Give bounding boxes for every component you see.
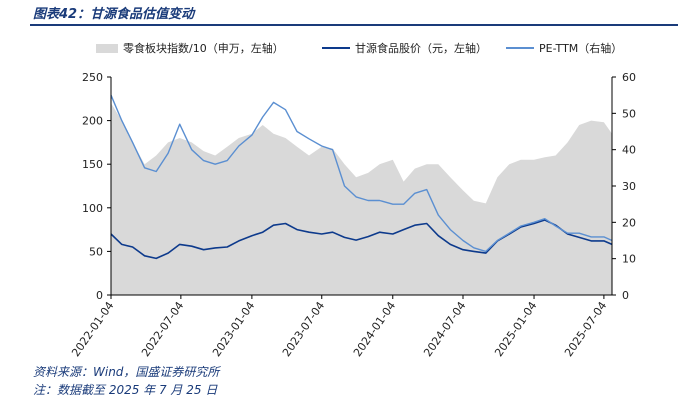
x-tick-label: 2023-01-04 bbox=[210, 299, 257, 359]
x-tick-label: 2024-07-04 bbox=[421, 299, 468, 359]
x-tick-label: 2024-01-04 bbox=[351, 299, 398, 359]
line-layer bbox=[110, 94, 613, 260]
legend-label-stock-price: 甘源食品股价（元，左轴） bbox=[355, 42, 487, 55]
right-tick-label: 50 bbox=[622, 107, 636, 120]
left-tick-label: 200 bbox=[82, 115, 103, 128]
legend-swatch-pe-line bbox=[506, 47, 534, 49]
left-tick-label: 50 bbox=[89, 245, 103, 258]
left-tick-label: 100 bbox=[82, 202, 103, 215]
x-tick-label: 2022-01-04 bbox=[69, 299, 116, 359]
right-tick-label: 0 bbox=[622, 289, 629, 302]
source-note: 资料来源：Wind，国盛证券研究所 bbox=[33, 365, 220, 379]
right-tick-label: 30 bbox=[622, 180, 636, 193]
title-rule bbox=[30, 24, 678, 26]
figure-title: 图表42：甘源食品估值变动 bbox=[33, 7, 195, 22]
right-tick-label: 60 bbox=[622, 71, 636, 84]
legend-label-sector-index: 零食板块指数/10（申万，左轴） bbox=[123, 42, 284, 55]
right-tick-label: 20 bbox=[622, 216, 636, 229]
legend-swatch-area bbox=[96, 43, 118, 53]
right-tick-label: 10 bbox=[622, 253, 636, 266]
series-line-stock-price bbox=[110, 219, 613, 260]
legend-item-sector-index: 零食板块指数/10（申万，左轴） bbox=[96, 40, 284, 56]
x-tick-label: 2023-07-04 bbox=[280, 299, 327, 359]
x-tick-label: 2025-07-04 bbox=[562, 299, 609, 359]
date-note: 注：数据截至 2025 年 7 月 25 日 bbox=[33, 383, 218, 397]
legend-label-pe: PE-TTM（右轴） bbox=[539, 42, 623, 55]
left-tick-label: 150 bbox=[82, 158, 103, 171]
left-tick-label: 0 bbox=[96, 289, 103, 302]
legend-swatch-price-line bbox=[322, 47, 350, 49]
series-line-pe-ttm bbox=[110, 94, 613, 253]
legend-item-pe: PE-TTM（右轴） bbox=[506, 40, 622, 56]
x-tick-label: 2025-01-04 bbox=[492, 299, 539, 359]
legend-item-stock-price: 甘源食品股价（元，左轴） bbox=[322, 40, 487, 56]
x-tick-label: 2022-07-04 bbox=[139, 299, 186, 359]
right-tick-label: 40 bbox=[622, 144, 636, 157]
left-tick-label: 250 bbox=[82, 71, 103, 84]
